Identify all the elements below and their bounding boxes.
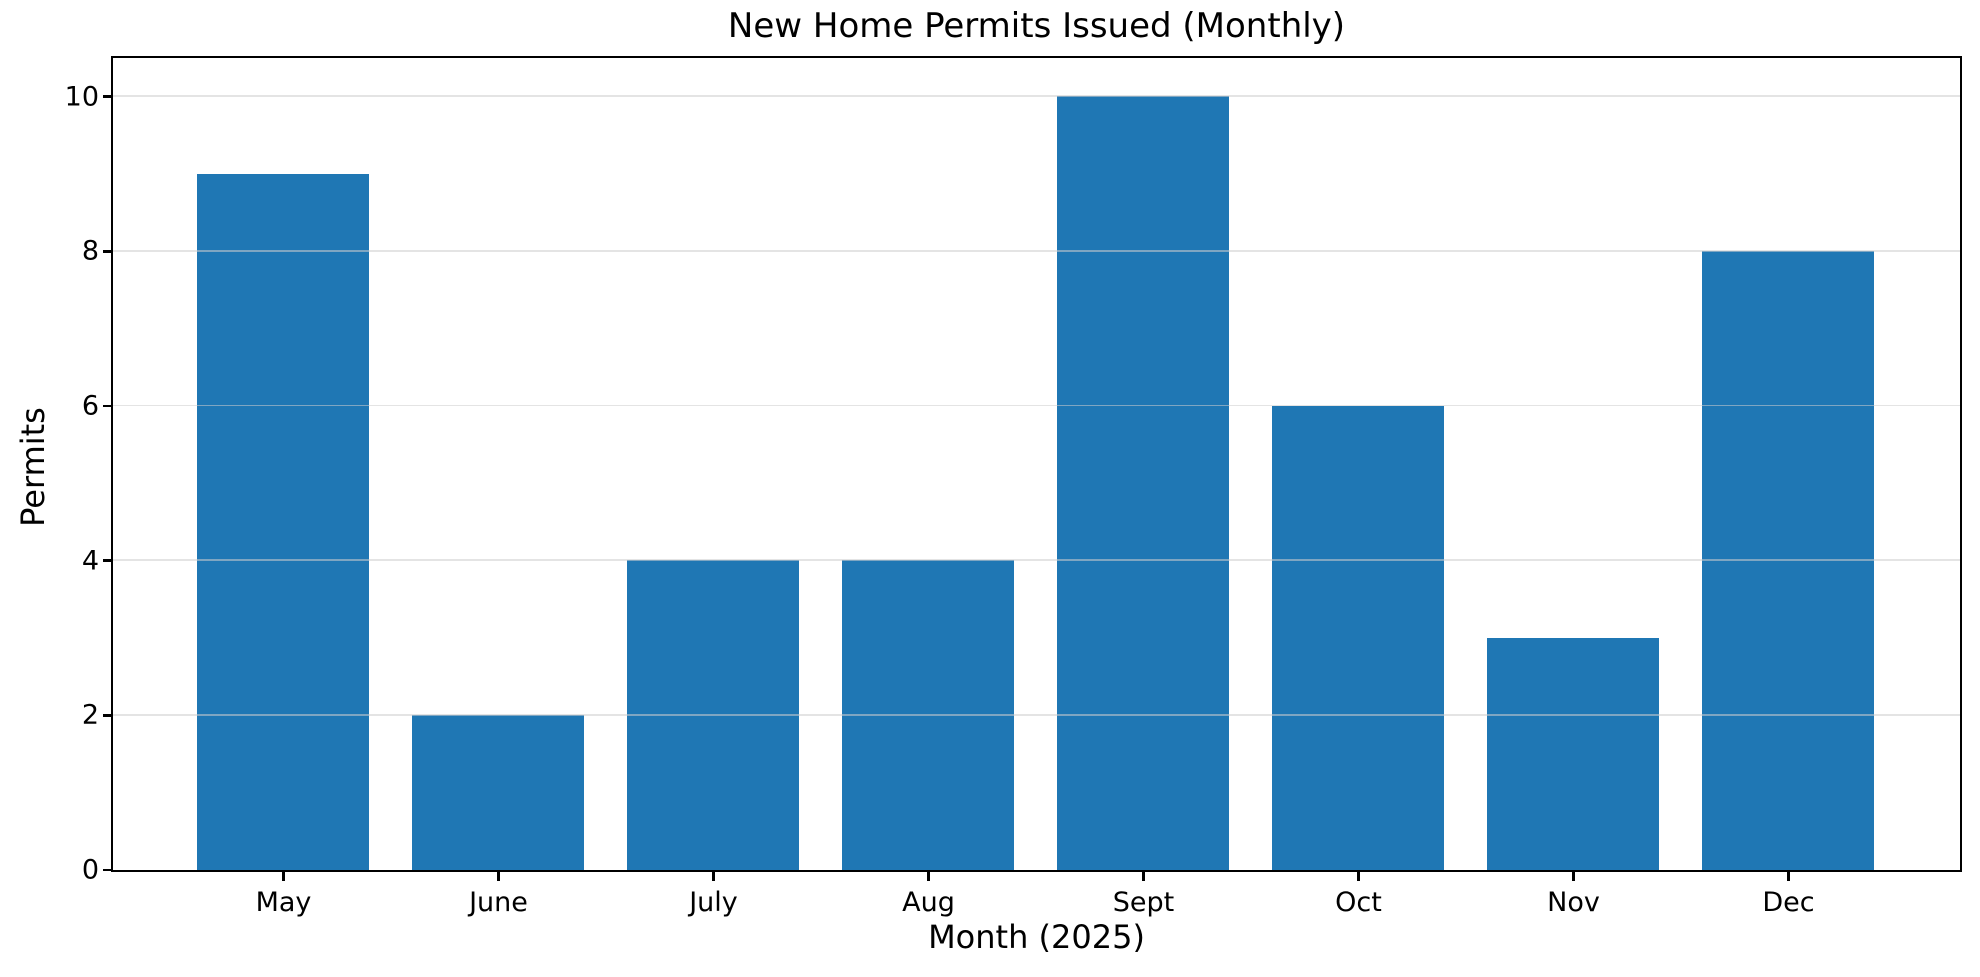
x-tick-label: Oct [1335,887,1382,918]
x-tick-label: Aug [902,887,955,918]
y-tick-label: 4 [81,545,99,577]
y-tick-label: 8 [81,235,99,267]
x-tick [282,871,285,881]
y-tick-label: 2 [81,699,99,731]
x-tick [497,871,500,881]
x-tick [927,871,930,881]
bar-oct [1272,405,1444,870]
gridline [112,559,1960,561]
bar-may [197,173,369,870]
y-tick [102,404,112,408]
gridline [112,250,1960,252]
x-tick [1572,871,1575,881]
gridline [112,404,1960,407]
x-tick [1142,871,1145,881]
x-tick-label: Sept [1112,887,1175,918]
y-tick-label: 6 [81,390,99,422]
bar-nov [1487,637,1659,870]
x-tick [1787,871,1790,881]
x-tick-label: June [469,887,528,918]
y-tick [102,95,112,98]
y-tick [102,868,112,872]
gridline [112,714,1960,716]
y-tick [102,714,112,717]
chart-title: New Home Permits Issued (Monthly) [727,6,1346,46]
bar-june [412,714,584,870]
plot-area [110,55,1962,872]
y-tick-label: 0 [81,854,99,886]
x-tick-label: July [689,887,738,918]
y-tick-label: 10 [64,81,99,113]
y-tick [102,250,112,253]
x-axis-label: Month (2025) [928,918,1145,956]
x-tick-label: Dec [1762,887,1815,918]
x-tick-label: May [255,887,312,918]
x-tick [712,871,715,881]
x-tick-label: Nov [1547,887,1600,918]
x-tick [1357,871,1360,881]
gridline [112,95,1960,97]
bar-sept [1057,96,1229,870]
y-axis-label: Permits [14,407,52,527]
y-tick [102,559,112,562]
